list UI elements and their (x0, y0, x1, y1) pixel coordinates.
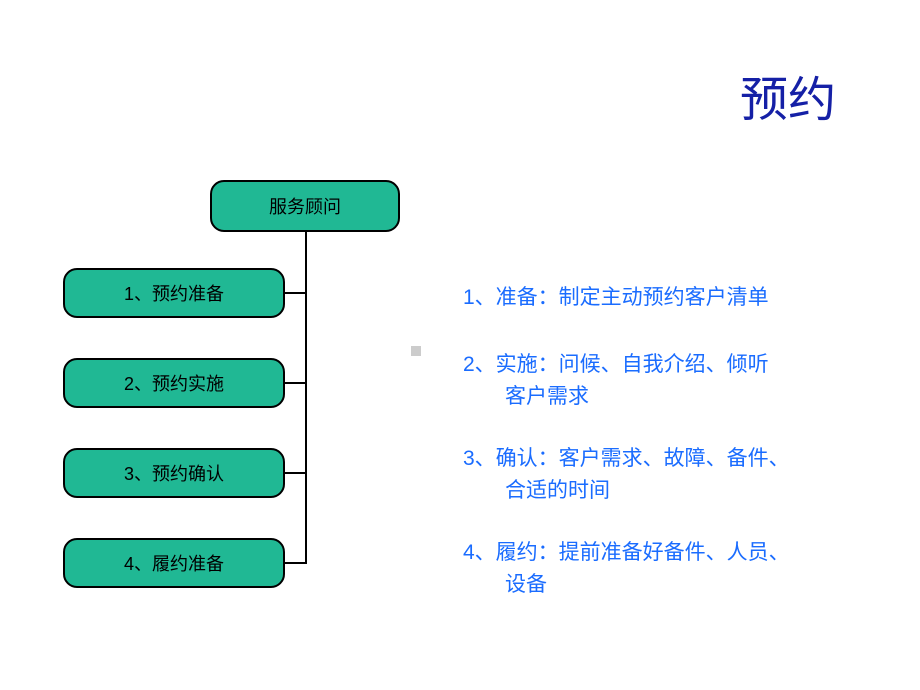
desc-item-2-line-2: 客户需求 (463, 381, 769, 413)
org-child-3: 3、预约确认 (63, 448, 285, 498)
org-child-1-label: 1、预约准备 (124, 280, 224, 306)
org-root-label: 服务顾问 (269, 193, 341, 219)
desc-item-2: 2、实施：问候、自我介绍、倾听 客户需求 (463, 349, 769, 412)
desc-item-1-line-1: 1、准备：制定主动预约客户清单 (463, 282, 769, 314)
connector-branch-2 (285, 382, 307, 384)
org-child-4-label: 4、履约准备 (124, 550, 224, 576)
org-child-2-label: 2、预约实施 (124, 370, 224, 396)
desc-item-4-line-2: 设备 (463, 569, 790, 601)
connector-trunk (305, 232, 307, 563)
connector-branch-3 (285, 472, 307, 474)
page-title: 预约 (740, 60, 836, 130)
org-child-4: 4、履约准备 (63, 538, 285, 588)
org-child-1: 1、预约准备 (63, 268, 285, 318)
desc-item-4-line-1: 4、履约：提前准备好备件、人员、 (463, 537, 790, 569)
connector-branch-1 (285, 292, 307, 294)
desc-item-3: 3、确认：客户需求、故障、备件、 合适的时间 (463, 443, 790, 506)
bullet-icon (411, 346, 421, 356)
desc-item-1: 1、准备：制定主动预约客户清单 (463, 282, 769, 314)
org-child-3-label: 3、预约确认 (124, 460, 224, 486)
desc-item-4: 4、履约：提前准备好备件、人员、 设备 (463, 537, 790, 600)
org-root-box: 服务顾问 (210, 180, 400, 232)
desc-item-3-line-2: 合适的时间 (463, 475, 790, 507)
desc-item-3-line-1: 3、确认：客户需求、故障、备件、 (463, 443, 790, 475)
org-child-2: 2、预约实施 (63, 358, 285, 408)
desc-item-2-line-1: 2、实施：问候、自我介绍、倾听 (463, 349, 769, 381)
connector-branch-4 (285, 562, 307, 564)
